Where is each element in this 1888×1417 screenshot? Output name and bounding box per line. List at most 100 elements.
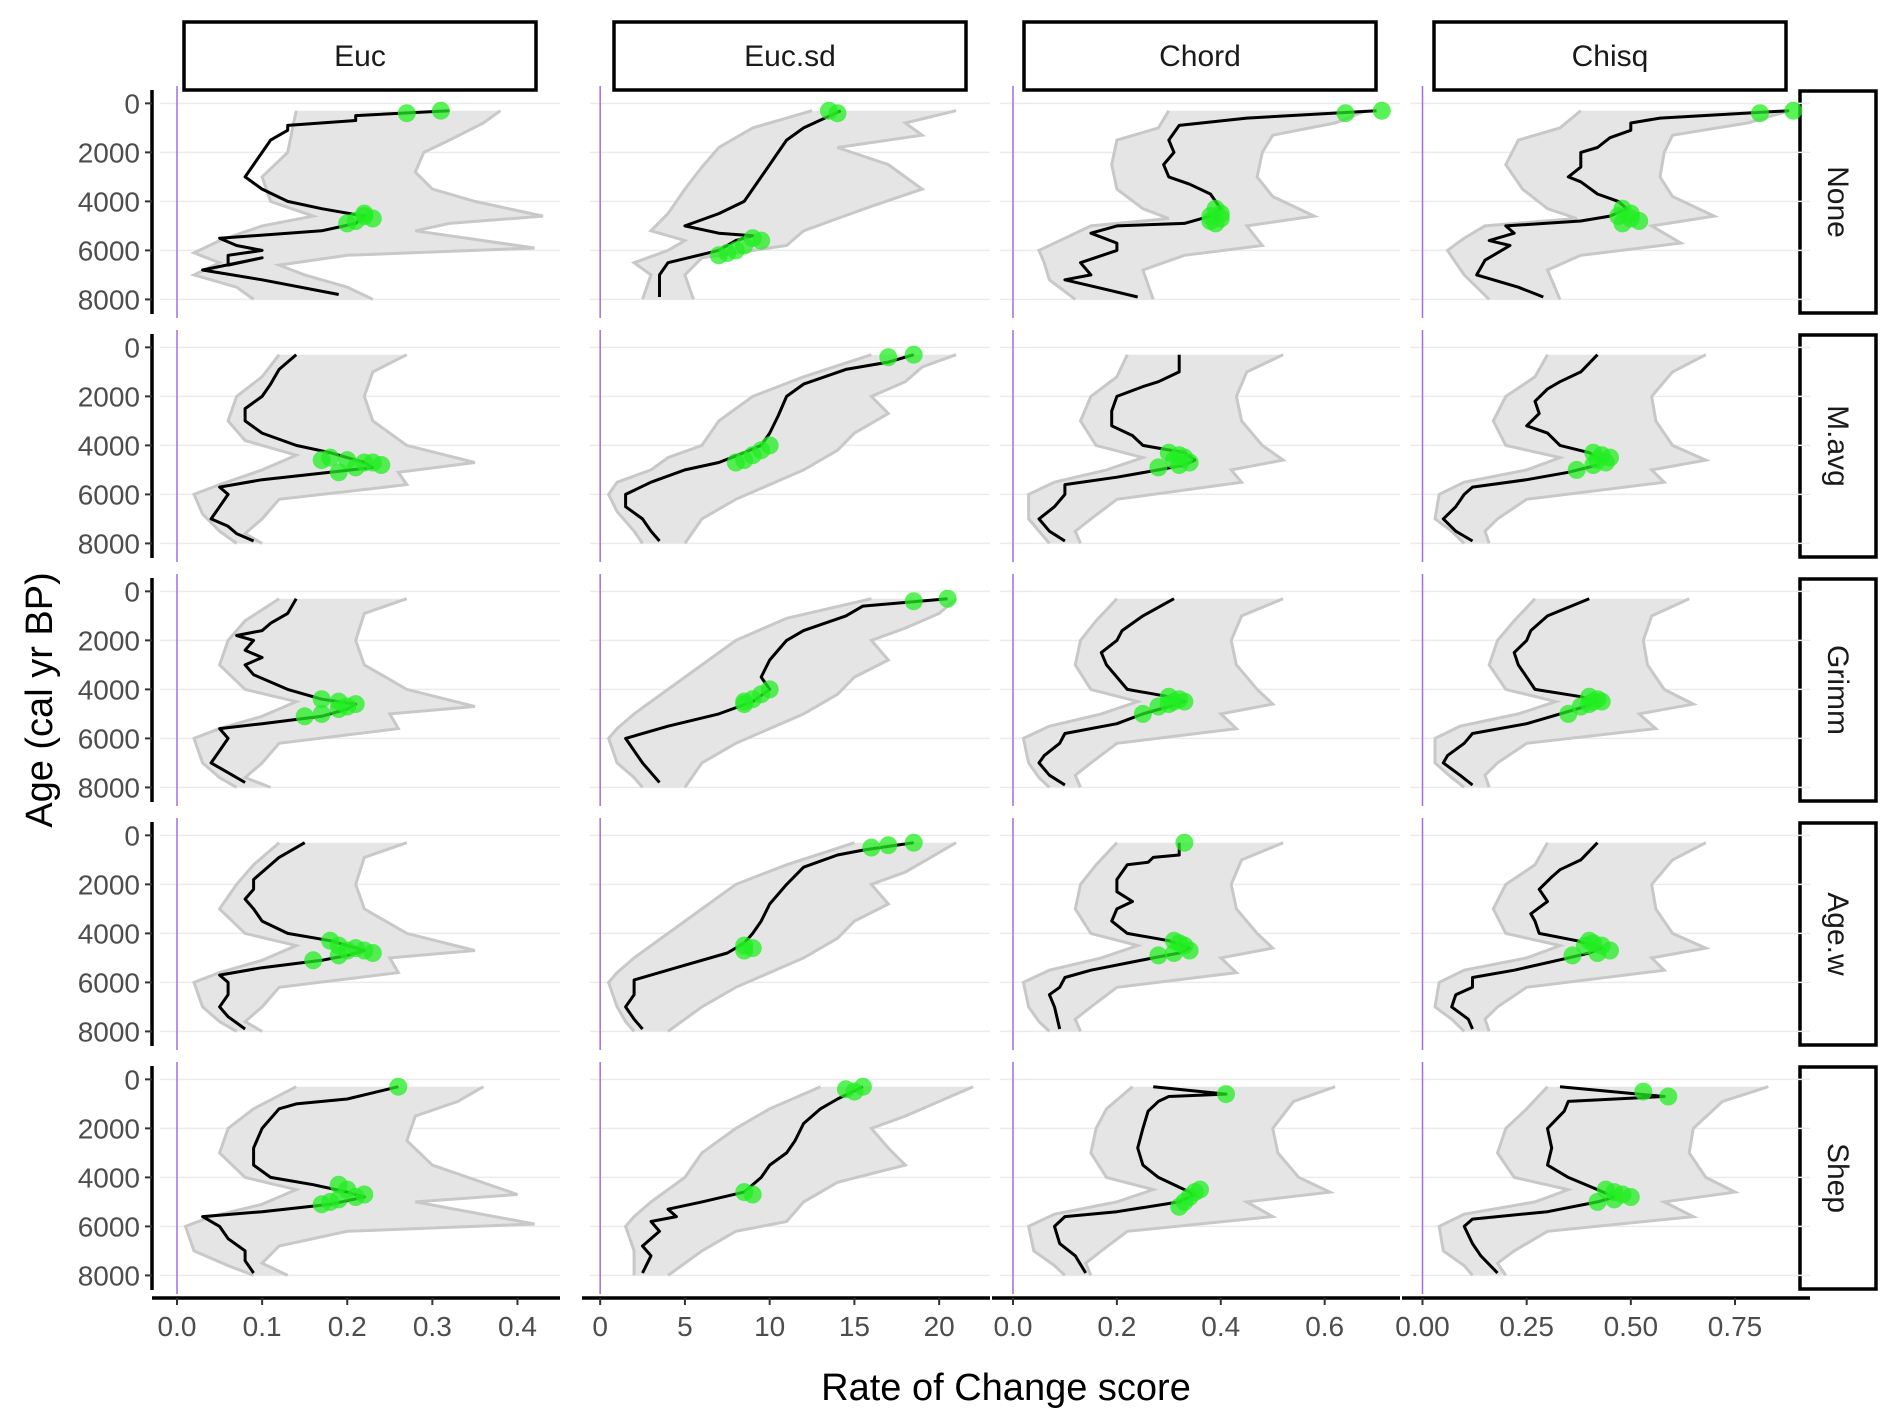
peak-point <box>828 104 847 123</box>
column-strip-label: Euc <box>334 40 386 73</box>
peak-point <box>1613 214 1632 233</box>
x-tick-label: 0.0 <box>994 1311 1033 1342</box>
panel <box>1000 818 1400 1050</box>
peak-point <box>1576 936 1594 955</box>
panel <box>1410 330 1810 562</box>
peak-point <box>1149 458 1168 477</box>
peak-point <box>304 951 323 970</box>
band-lower-edge <box>606 597 872 789</box>
y-axis-title: Age (cal yr BP) <box>19 572 61 828</box>
y-axis: 0 2000 4000 6000 8000 <box>78 88 154 315</box>
y-tick-label: 8000 <box>78 284 140 315</box>
peak-point <box>355 207 374 226</box>
y-tick-label: 0 <box>124 332 140 363</box>
panel <box>160 574 560 806</box>
x-tick-label: 5 <box>677 1311 693 1342</box>
row-strip-label: None <box>1821 166 1854 238</box>
peak-point <box>709 246 728 265</box>
peak-point <box>363 453 382 472</box>
panel <box>1410 818 1810 1050</box>
band-upper-edge <box>1483 597 1698 788</box>
peak-point <box>1165 944 1183 962</box>
confidence-band <box>608 598 957 788</box>
band-lower-edge <box>1437 1085 1574 1277</box>
peak-point <box>1170 1197 1189 1216</box>
y-tick-label: 2000 <box>78 869 140 900</box>
peak-point <box>346 458 365 477</box>
confidence-band <box>625 1086 974 1276</box>
y-tick-label: 2000 <box>78 1113 140 1144</box>
confidence-band <box>634 110 957 300</box>
x-tick-label: 0.25 <box>1499 1311 1554 1342</box>
peak-point <box>1559 704 1578 723</box>
band-upper-edge <box>683 109 957 300</box>
band-upper-edge <box>242 353 476 545</box>
peak-point <box>845 1082 864 1101</box>
panel <box>1000 1062 1400 1294</box>
x-axis: 0 5 10 15 20 <box>582 1296 990 1342</box>
peak-point <box>312 451 331 470</box>
column-strips: Euc Euc.sd Chord Chisq <box>182 20 1788 92</box>
panel <box>160 86 560 318</box>
peak-point <box>1175 833 1194 852</box>
panel <box>590 330 990 562</box>
y-tick-label: 2000 <box>78 625 140 656</box>
x-tick-label: 0.2 <box>328 1311 367 1342</box>
peak-point <box>1751 104 1769 123</box>
column-strip-label: Euc.sd <box>744 40 836 73</box>
peak-point <box>743 939 762 958</box>
y-tick-label: 2000 <box>78 381 140 412</box>
x-tick-label: 0 <box>592 1311 608 1342</box>
x-axes: 0.0 0.1 0.2 0.3 0.4 0 5 10 15 20 0.0 0.2 0.4 0.6 0.00 0… <box>152 1296 1810 1342</box>
band-lower-edge <box>1021 841 1143 1033</box>
x-tick-label: 0.6 <box>1305 1311 1344 1342</box>
panel <box>590 86 990 318</box>
band-upper-edge <box>1483 841 1711 1032</box>
panel <box>1410 1062 1810 1294</box>
x-axis: 0.0 0.2 0.4 0.6 <box>992 1296 1400 1342</box>
y-tick-label: 8000 <box>78 1016 140 1047</box>
confidence-band <box>1039 110 1367 300</box>
band-upper-edge <box>1073 841 1284 1032</box>
y-axis: 0 2000 4000 6000 8000 <box>78 820 154 1047</box>
confidence-band <box>608 354 957 544</box>
band-lower-edge <box>1021 597 1143 789</box>
peak-point <box>1206 214 1225 233</box>
peak-point <box>363 944 382 962</box>
peak-point <box>312 690 331 709</box>
band-upper-edge <box>259 1085 535 1277</box>
peak-point <box>1133 704 1152 723</box>
confidence-band <box>1028 1086 1336 1276</box>
peak-point <box>726 453 745 472</box>
y-tick-label: 0 <box>124 576 140 607</box>
panels <box>160 86 1810 1294</box>
peak-point <box>1165 692 1183 711</box>
band-lower-edge <box>1433 841 1566 1033</box>
band-lower-edge <box>1037 109 1171 301</box>
peak-point <box>1336 104 1355 123</box>
y-axes: 0 2000 4000 6000 8000 0 2000 4000 6000 8000 0 2000 4… <box>78 88 154 1291</box>
peak-point <box>312 704 331 723</box>
roc-line <box>1047 842 1192 1030</box>
band-lower-edge <box>630 109 813 300</box>
row-strip-label: M.avg <box>1821 405 1854 487</box>
row-strip <box>1798 577 1878 803</box>
band-upper-edge <box>242 597 476 789</box>
confidence-band <box>194 110 543 300</box>
confidence-band <box>194 354 475 544</box>
band-lower-edge <box>191 353 301 545</box>
band-upper-edge <box>683 597 958 789</box>
peak-point <box>1563 946 1582 965</box>
band-upper-edge <box>1140 109 1367 300</box>
band-lower-edge <box>606 841 855 1033</box>
peak-point <box>904 592 923 611</box>
y-axis: 0 2000 4000 6000 8000 <box>78 576 154 803</box>
row-strip-label: Grimm <box>1821 645 1854 735</box>
peak-point <box>312 1195 331 1214</box>
x-tick-label: 0.50 <box>1604 1311 1659 1342</box>
peak-point <box>904 833 923 852</box>
confidence-band <box>608 842 957 1032</box>
panel <box>1410 574 1810 806</box>
band-upper-edge <box>1073 597 1284 788</box>
